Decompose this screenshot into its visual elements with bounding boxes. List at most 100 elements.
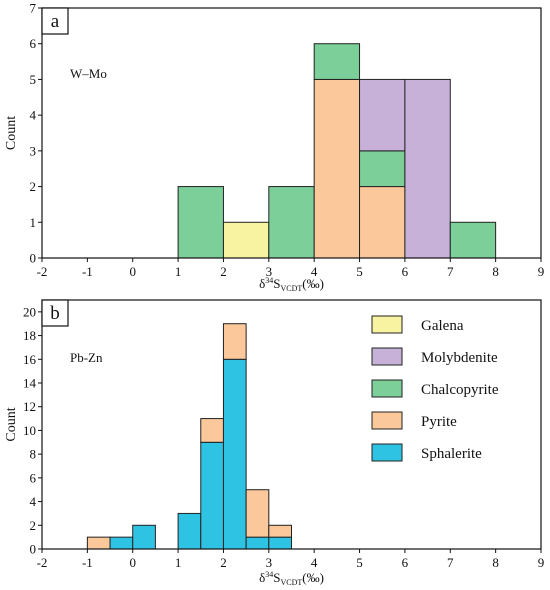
x-tick-label: 1 [175,555,182,570]
bar-molybdenite-7 [359,78,406,152]
x-tick-label: 4 [311,264,318,279]
y-tick-label: 14 [23,376,37,391]
bar-sphalerite-1 [109,536,134,550]
legend-item-pyrite: Pyrite [371,411,457,430]
legend-label-galena: Galena [421,318,464,334]
x-tick-label: -1 [82,555,93,570]
legend-swatch-molybdenite [371,347,403,366]
panel-b: -2 -1 0 1 2 3 4 5 6 7 8 902468101214161820Countδ34S… [4,299,545,587]
y-tick-label: 6 [30,36,37,51]
x-tick-label: 3 [266,555,273,570]
y-tick-label: 4 [30,108,37,123]
legend-label-pyrite: Pyrite [421,414,457,430]
panel-annotation: W–Mo [70,66,107,81]
panel-annotation: Pb-Zn [70,350,103,365]
x-tick-label: 5 [356,264,363,279]
bar-pyrite-11 [268,524,292,538]
panel-a: -2 -1 0 1 2 3 4 5 6 7 8 901234567Countδ34SVCDT(‰)aW… [4,1,544,294]
panel-label-box [41,299,69,327]
x-label-delta: δ [259,570,265,585]
bar-chalcopyrite-0 [177,186,224,259]
bar-pyrite-3 [313,78,361,259]
x-label-sup: 34 [265,570,273,579]
bar-chalcopyrite-4 [313,43,361,80]
x-axis-label: δ34SVCDT(‰) [259,276,324,293]
legend-item-sphalerite: Sphalerite [371,443,482,462]
x-label-delta: δ [259,276,265,291]
x-tick-label: 5 [356,555,363,570]
bar-pyrite-5 [200,418,224,443]
x-tick-label: -2 [37,264,48,279]
x-tick-label: 1 [175,264,182,279]
x-tick-label: 9 [538,264,545,279]
legend: Galena Molybdenite Chalcopyrite Pyrite Sphal… [371,315,499,462]
legend-swatch-galena [371,315,403,334]
x-tick-label: 0 [129,555,136,570]
panel-label: b [50,303,60,324]
legend-item-chalcopyrite: Chalcopyrite [371,379,499,398]
x-tick-label: -2 [37,555,48,570]
plot-frame [41,7,542,259]
legend-label-molybdenite: Molybdenite [421,350,498,366]
x-tick-label: 8 [492,555,499,570]
legend-label-chalcopyrite: Chalcopyrite [421,382,499,398]
bar-pyrite-5 [359,186,406,259]
y-tick-label: 8 [30,447,37,462]
x-label-s: S [273,570,280,585]
y-tick-label: 0 [30,251,37,266]
x-tick-label: 3 [266,264,273,279]
bar-galena-1 [222,221,270,259]
y-tick-label: 20 [23,304,36,319]
y-tick-label: 3 [30,143,37,158]
x-tick-label: 9 [538,555,545,570]
plot-frame [41,299,542,550]
x-label-sup: 34 [265,276,273,285]
y-axis-label: Count [4,407,19,441]
x-label-unit: (‰) [302,570,324,585]
legend-item-galena: Galena [371,315,464,334]
bar-pyrite-7 [222,323,247,360]
y-tick-label: 10 [23,423,36,438]
legend-label-sphalerite: Sphalerite [421,446,482,462]
y-tick-label: 7 [30,1,37,16]
x-tick-label: 7 [447,264,454,279]
y-tick-label: 5 [30,72,37,87]
bar-sphalerite-6 [222,358,247,550]
legend-swatch-sphalerite [371,443,403,462]
x-tick-label: -1 [82,264,93,279]
legend-swatch-pyrite [371,411,403,430]
y-axis-label: Count [4,116,19,150]
bar-pyrite-9 [245,489,270,538]
x-label-sub: VCDT [280,578,302,587]
y-tick-label: 16 [23,352,37,367]
x-tick-label: 2 [220,555,227,570]
x-tick-label: 6 [402,264,409,279]
y-tick-label: 0 [30,542,37,557]
x-label-unit: (‰) [302,276,324,291]
bar-chalcopyrite-9 [449,221,497,259]
x-label-sub: VCDT [280,284,302,293]
legend-item-molybdenite: Molybdenite [371,347,498,366]
y-tick-label: 4 [30,494,37,509]
y-tick-label: 1 [30,215,37,230]
bar-molybdenite-8 [404,78,451,259]
bar-chalcopyrite-6 [359,150,406,188]
panel-label-box [41,7,69,35]
y-tick-label: 6 [30,470,37,485]
bar-chalcopyrite-2 [268,186,315,259]
x-tick-label: 2 [220,264,227,279]
bar-sphalerite-3 [177,512,202,550]
x-tick-label: 7 [447,555,454,570]
legend-swatch-chalcopyrite [371,379,403,398]
y-tick-label: 12 [23,399,36,414]
bar-sphalerite-4 [200,441,224,550]
y-tick-label: 2 [30,518,37,533]
x-label-s: S [273,276,280,291]
bar-pyrite-0 [86,536,111,550]
panel-label: a [51,11,60,32]
y-tick-label: 2 [30,179,37,194]
x-tick-label: 0 [129,264,136,279]
x-axis-label: δ34SVCDT(‰) [259,570,324,587]
x-tick-label: 4 [311,555,318,570]
